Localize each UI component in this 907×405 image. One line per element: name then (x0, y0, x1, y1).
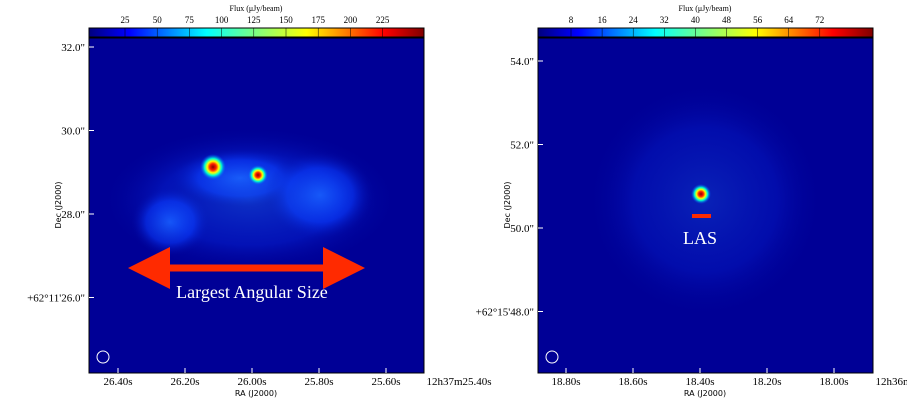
x-tick-label: 18.00s (819, 376, 848, 388)
x-tick-label: 18.40s (685, 376, 714, 388)
colorbar (537, 27, 874, 38)
colorbar-tick-label: 64 (784, 15, 794, 25)
colorbar-tick-label: 56 (753, 15, 763, 25)
x-tick-label: 26.00s (237, 376, 266, 388)
y-tick-label: 30.0" (61, 126, 85, 138)
colorbar-tick-label: 8 (569, 15, 574, 25)
colorbar-tick-label: 150 (279, 15, 293, 25)
x-tick-label: 25.80s (304, 376, 333, 388)
colorbar (88, 27, 425, 38)
y-tick-label: 28.0" (61, 209, 85, 221)
frame (537, 37, 874, 374)
frame (88, 37, 425, 374)
x-tick-label: 12h37m25.40s (426, 376, 491, 388)
colorbar-tick-label: 16 (598, 15, 608, 25)
annotation: Largest Angular Size (176, 282, 328, 302)
colorbar-tick-label: 72 (815, 15, 824, 25)
y-axis-label: Dec (J2000) (503, 182, 512, 229)
colorbar-label: Flux (μJy/beam) (230, 4, 283, 13)
x-axis-label: RA (J2000) (235, 389, 277, 398)
x-tick-label: 25.60s (371, 376, 400, 388)
colorbar-tick-label: 48 (722, 15, 732, 25)
beam (545, 350, 559, 364)
colorbar-tick-label: 50 (153, 15, 163, 25)
y-tick-label: +62°15'48.0" (476, 307, 534, 319)
x-tick-label: 12h36m17.80s (875, 376, 907, 388)
x-tick-label: 18.80s (551, 376, 580, 388)
colorbar-tick-label: 100 (215, 15, 229, 25)
x-axis-label: RA (J2000) (684, 389, 726, 398)
x-tick-label: 18.60s (618, 376, 647, 388)
y-tick-label: 32.0" (61, 42, 85, 54)
y-axis-label: Dec (J2000) (54, 182, 63, 229)
colorbar-tick-label: 40 (691, 15, 701, 25)
colorbar-tick-label: 125 (247, 15, 261, 25)
beam (96, 350, 110, 364)
source (691, 184, 711, 204)
colorbar-tick-label: 175 (311, 15, 325, 25)
colorbar-tick-label: 32 (660, 15, 669, 25)
colorbar-label: Flux (μJy/beam) (679, 4, 732, 13)
colorbar-tick-label: 24 (629, 15, 639, 25)
colorbar-tick-label: 200 (344, 15, 358, 25)
y-tick-label: +62°11'26.0" (27, 293, 85, 305)
x-tick-label: 26.20s (170, 376, 199, 388)
x-tick-label: 18.20s (752, 376, 781, 388)
colorbar-tick-label: 25 (121, 15, 131, 25)
y-tick-label: 54.0" (510, 56, 534, 68)
y-tick-label: 52.0" (510, 140, 534, 152)
annotation: LAS (683, 228, 717, 248)
emission (100, 125, 400, 275)
y-tick-label: 50.0" (510, 223, 534, 235)
colorbar-tick-label: 75 (185, 15, 195, 25)
x-tick-label: 26.40s (103, 376, 132, 388)
colorbar-tick-label: 225 (376, 15, 390, 25)
